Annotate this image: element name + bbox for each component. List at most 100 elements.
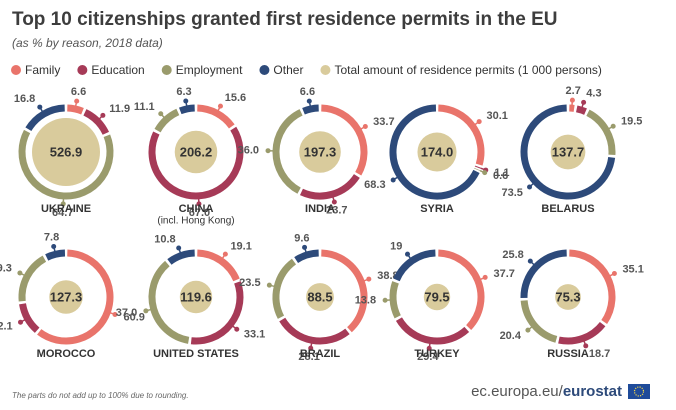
legend-swatch xyxy=(162,65,172,75)
source: ec.europa.eu/ xyxy=(471,383,564,400)
value-label: 30.1 xyxy=(486,110,507,122)
value-label: 19.5 xyxy=(621,116,642,128)
value-label: 6.3 xyxy=(176,86,191,98)
value-label: 68.3 xyxy=(364,179,385,191)
value-label: 12.1 xyxy=(0,320,13,332)
legend-swatch xyxy=(259,65,269,75)
category-label: UNITED STATES xyxy=(153,348,239,360)
total-label: 526.9 xyxy=(50,144,83,159)
value-label: 73.5 xyxy=(501,187,522,199)
value-label: 9.6 xyxy=(294,233,309,245)
callout-dot xyxy=(74,99,79,104)
callout-dot xyxy=(302,245,307,250)
callout-dot xyxy=(383,298,388,303)
callout-dot xyxy=(527,184,532,189)
value-label: 33.1 xyxy=(244,329,265,341)
value-label: 33.7 xyxy=(373,116,394,128)
callout-dot xyxy=(366,277,371,282)
callout-dot xyxy=(611,124,616,129)
value-label: 11.1 xyxy=(134,101,155,113)
value-label: 10.8 xyxy=(154,233,175,245)
callout-dot xyxy=(218,104,223,109)
total-label: 75.3 xyxy=(555,289,580,304)
value-label: 35.1 xyxy=(622,263,643,275)
callout-dot xyxy=(143,308,148,313)
category-label: MOROCCO xyxy=(37,348,96,360)
donut-segment xyxy=(67,108,82,111)
callout-dot xyxy=(483,275,488,280)
value-label: 6.6 xyxy=(71,86,86,98)
total-label: 197.3 xyxy=(304,144,337,159)
legend-label: Family xyxy=(25,63,60,77)
value-label: 19 xyxy=(390,241,402,253)
category-label: TURKEY xyxy=(414,348,460,360)
callout-dot xyxy=(528,259,533,264)
value-label: 25.8 xyxy=(502,249,523,261)
legend-swatch xyxy=(77,65,87,75)
callout-dot xyxy=(18,320,23,325)
callout-dot xyxy=(176,245,181,250)
chart-title: Top 10 citizenships granted first reside… xyxy=(12,9,558,30)
donut-segment xyxy=(303,108,318,111)
value-label: 37.7 xyxy=(494,268,515,280)
value-label: 0.6 xyxy=(493,170,508,182)
category-label: BRAZIL xyxy=(300,348,341,360)
value-label: 16.8 xyxy=(14,93,35,105)
eu-flag xyxy=(628,384,650,399)
callout-dot xyxy=(477,119,482,124)
total-label: 79.5 xyxy=(424,289,449,304)
legend-swatch xyxy=(11,65,21,75)
callout-dot xyxy=(234,327,239,332)
value-label: 18.7 xyxy=(589,348,610,360)
total-label: 127.3 xyxy=(50,289,83,304)
legend-label: Education xyxy=(91,63,144,77)
callout-dot xyxy=(51,244,56,249)
value-label: 11.9 xyxy=(109,103,130,115)
value-label: 15.6 xyxy=(225,92,246,104)
callout-dot xyxy=(391,178,396,183)
category-note: (incl. Hong Kong) xyxy=(157,216,234,227)
donut-segment xyxy=(577,109,586,112)
value-label: 19.1 xyxy=(230,241,251,253)
source-brand: eurostat xyxy=(563,383,622,400)
value-label: 6.6 xyxy=(300,86,315,98)
category-label: UKRAINE xyxy=(41,203,91,215)
callout-dot xyxy=(266,148,271,153)
callout-dot xyxy=(307,99,312,104)
callout-dot xyxy=(482,170,487,175)
callout-dot xyxy=(267,283,272,288)
legend-label: Other xyxy=(273,63,303,77)
value-label: 4.3 xyxy=(586,88,601,100)
value-label: 20.4 xyxy=(500,330,522,342)
value-label: 23.5 xyxy=(239,277,260,289)
legend-label: Employment xyxy=(176,63,243,77)
total-label: 88.5 xyxy=(307,289,332,304)
callout-dot xyxy=(158,111,163,116)
legend-label: Total amount of residence permits (1 000… xyxy=(334,63,601,77)
callout-dot xyxy=(581,100,586,105)
value-label: 7.8 xyxy=(44,232,59,244)
total-label: 174.0 xyxy=(421,144,454,159)
category-label: INDIA xyxy=(305,203,335,215)
total-label: 119.6 xyxy=(180,289,212,304)
category-label: CHINA xyxy=(179,203,214,215)
callout-dot xyxy=(363,124,368,129)
category-label: SYRIA xyxy=(420,203,454,215)
callout-dot xyxy=(525,328,530,333)
value-label: 37.0 xyxy=(116,307,137,319)
callout-dot xyxy=(223,252,228,257)
value-label: 36.0 xyxy=(238,144,259,156)
callout-dot xyxy=(612,271,617,276)
total-label: 206.2 xyxy=(180,144,213,159)
value-label: 13.8 xyxy=(355,295,376,307)
callout-dot xyxy=(100,113,105,118)
value-label: 19.3 xyxy=(0,263,12,275)
footnote: The parts do not add up to 100% due to r… xyxy=(12,391,189,400)
callout-dot xyxy=(17,270,22,275)
callout-dot xyxy=(405,252,410,257)
chart-subtitle: (as % by reason, 2018 data) xyxy=(12,36,163,50)
callout-dot xyxy=(570,98,575,103)
callout-dot xyxy=(37,105,42,110)
donut-segment xyxy=(180,108,194,111)
